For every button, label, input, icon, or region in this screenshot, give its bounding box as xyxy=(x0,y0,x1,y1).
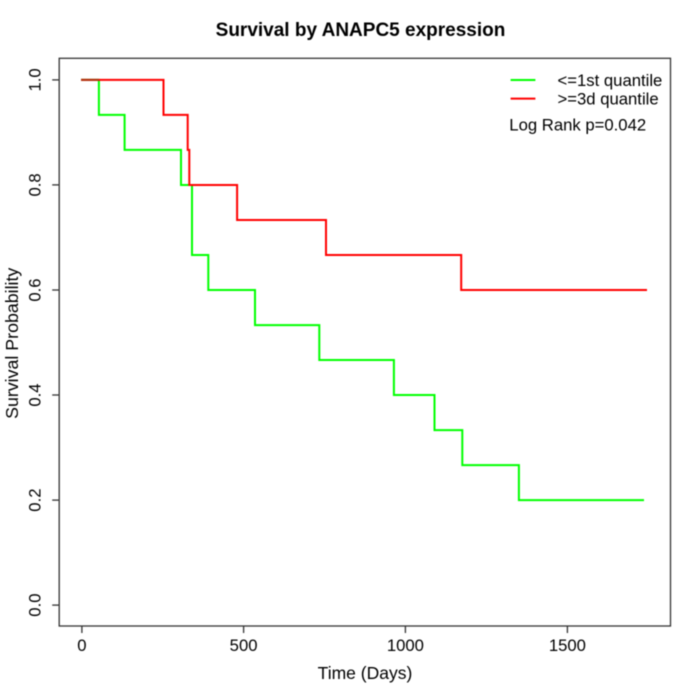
svg-text:>=3d quantile: >=3d quantile xyxy=(558,89,659,108)
svg-text:Time (Days): Time (Days) xyxy=(318,663,413,683)
svg-text:0: 0 xyxy=(77,636,86,655)
svg-text:1000: 1000 xyxy=(387,636,424,655)
svg-text:0.4: 0.4 xyxy=(26,383,45,406)
svg-text:Survival Probability: Survival Probability xyxy=(2,268,22,419)
svg-text:0.2: 0.2 xyxy=(26,488,45,511)
svg-text:1.0: 1.0 xyxy=(26,68,45,91)
svg-text:Log Rank p=0.042: Log Rank p=0.042 xyxy=(509,115,646,134)
svg-text:0.0: 0.0 xyxy=(26,593,45,616)
svg-text:500: 500 xyxy=(230,636,258,655)
svg-text:0.6: 0.6 xyxy=(26,278,45,301)
svg-text:<=1st quantile: <=1st quantile xyxy=(558,71,663,90)
svg-text:1500: 1500 xyxy=(549,636,586,655)
svg-text:0.8: 0.8 xyxy=(26,173,45,196)
svg-text:Survival by ANAPC5 expression: Survival by ANAPC5 expression xyxy=(216,20,506,41)
